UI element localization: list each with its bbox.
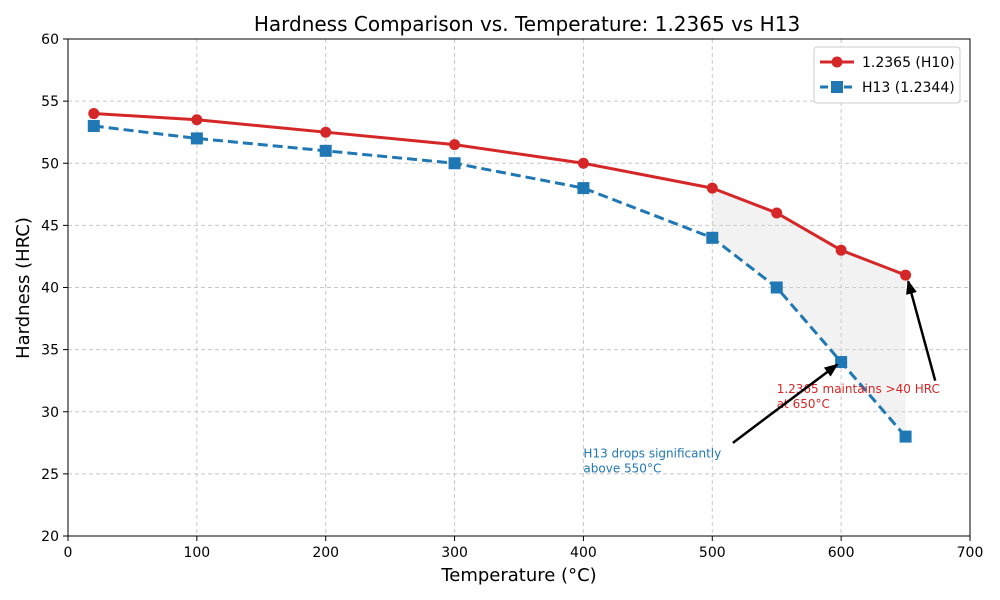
x-tick-label: 600 xyxy=(828,545,855,561)
legend-marker xyxy=(831,56,843,68)
data-point xyxy=(577,182,590,195)
y-axis-title: Hardness (HRC) xyxy=(13,217,34,359)
x-tick-label: 500 xyxy=(699,545,726,561)
x-tick-label: 200 xyxy=(312,545,339,561)
data-point xyxy=(320,126,332,138)
chart-title: Hardness Comparison vs. Temperature: 1.2… xyxy=(254,12,800,36)
annotation-text-1: 1.2365 maintains >40 HRC xyxy=(777,382,940,396)
x-tick-label: 0 xyxy=(64,545,73,561)
y-tick-label: 20 xyxy=(41,529,59,545)
data-point xyxy=(191,114,203,126)
y-tick-label: 25 xyxy=(41,467,59,483)
x-axis-title: Temperature (°C) xyxy=(440,565,596,586)
x-tick-label: 400 xyxy=(570,545,597,561)
y-tick-label: 50 xyxy=(41,156,59,172)
data-point xyxy=(88,108,100,120)
annotation-text-2: H13 drops significantly xyxy=(583,447,721,461)
y-tick-label: 60 xyxy=(41,32,59,48)
series-layer xyxy=(87,108,912,443)
y-tick-label: 35 xyxy=(41,343,59,359)
annotation-text-2: above 550°C xyxy=(583,462,661,476)
x-tick-label: 300 xyxy=(441,545,468,561)
y-tick-label: 30 xyxy=(41,405,59,421)
ticks: 0 100 200 300 400 500 600 700 20 25 30 35 40 45 50 55 60 xyxy=(41,32,983,561)
legend-label-2: H13 (1.2344) xyxy=(862,80,955,96)
y-tick-label: 55 xyxy=(41,94,59,110)
data-point xyxy=(190,132,203,145)
data-point xyxy=(706,182,718,194)
legend-marker xyxy=(831,81,843,93)
x-tick-label: 700 xyxy=(957,545,984,561)
data-point xyxy=(706,231,719,244)
shaded-area xyxy=(712,188,906,437)
shaded-region xyxy=(712,188,906,437)
data-point xyxy=(448,157,461,170)
data-point xyxy=(87,119,100,132)
annotation-arrow-2 xyxy=(732,363,839,444)
data-point xyxy=(577,157,589,169)
data-point xyxy=(899,430,912,443)
data-point xyxy=(835,244,847,256)
y-tick-label: 45 xyxy=(41,218,59,234)
x-tick-label: 100 xyxy=(183,545,210,561)
legend: 1.2365 (H10) H13 (1.2344) xyxy=(813,46,961,104)
data-point xyxy=(319,144,332,157)
data-point xyxy=(771,207,783,219)
data-point xyxy=(770,281,783,294)
y-tick-label: 40 xyxy=(41,281,59,297)
data-point xyxy=(449,139,461,151)
legend-label-1: 1.2365 (H10) xyxy=(862,55,955,71)
annotation-arrow-1 xyxy=(906,279,937,382)
data-point xyxy=(900,269,912,281)
